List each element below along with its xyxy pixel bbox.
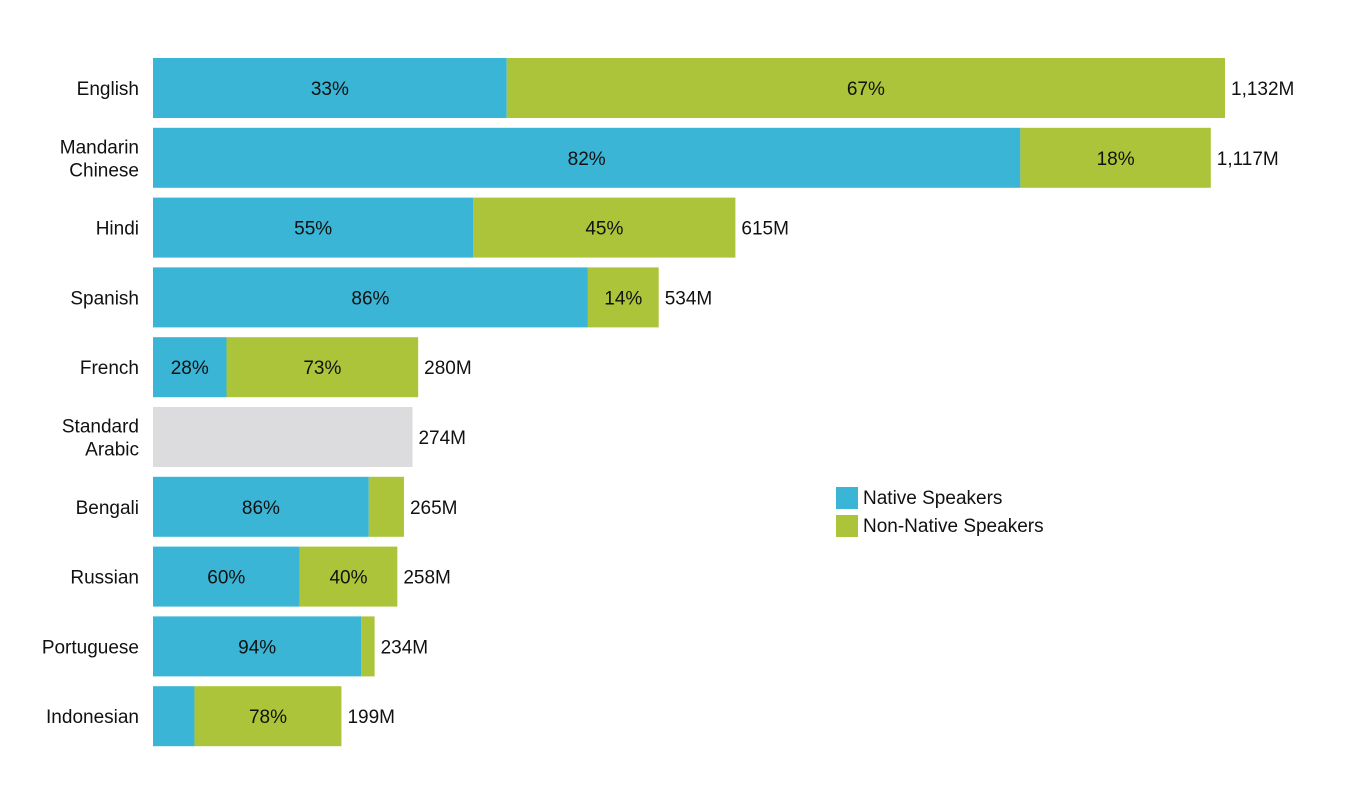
total-label-spanish: 534M xyxy=(665,288,713,309)
bar-segment-indonesian-non_native xyxy=(194,686,342,747)
bar-segment-spanish-native xyxy=(153,267,588,328)
bar-segment-mandarin-chinese-native xyxy=(153,127,1021,188)
bar-row-french: French 28% 73% 280M xyxy=(80,337,472,398)
category-label-indonesian: Indonesian xyxy=(46,707,139,728)
segment-label-french-native: 28% xyxy=(171,358,209,379)
category-label-bengali: Bengali xyxy=(76,498,139,519)
segment-label-russian-non_native: 40% xyxy=(329,568,367,589)
segment-label-hindi-non_native: 45% xyxy=(585,219,623,240)
bar-segment-portuguese-native xyxy=(153,616,362,677)
total-label-english: 1,132M xyxy=(1231,79,1294,100)
bar-segment-indonesian-native xyxy=(153,686,195,747)
legend-swatch-native xyxy=(836,487,858,509)
bar-row-portuguese: Portuguese 94% 234M xyxy=(42,616,429,677)
bar-segment-hindi-non_native xyxy=(473,197,736,258)
bar-row-indonesian: Indonesian 78% 199M xyxy=(46,686,395,747)
bar-row-mandarin-chinese: Mandarin Chinese 82% 18% 1,117M xyxy=(60,127,1279,188)
bar-row-hindi: Hindi 55% 45% 615M xyxy=(96,197,789,258)
segment-label-mandarin-chinese-native: 82% xyxy=(568,149,606,170)
category-label-hindi: Hindi xyxy=(96,219,139,240)
bar-segment-bengali-native xyxy=(153,476,369,537)
bar-segment-mandarin-chinese-non_native xyxy=(1020,127,1211,188)
bar-segment-portuguese-non_native xyxy=(361,616,375,677)
category-label-english: English xyxy=(77,79,139,100)
bar-segment-hindi-native xyxy=(153,197,474,258)
bar-segment-spanish-non_native xyxy=(587,267,659,328)
legend-item-non-native-speakers: Non-Native Speakers xyxy=(836,515,1044,537)
category-label-spanish: Spanish xyxy=(70,288,139,309)
bar-segment-french-native xyxy=(153,337,227,398)
bar-row-english: English 33% 67% 1,132M xyxy=(77,58,1294,118)
bar-row-bengali: Bengali 86% 265M xyxy=(76,476,458,537)
segment-label-portuguese-native: 94% xyxy=(238,637,276,658)
legend-label-native: Native Speakers xyxy=(863,488,1002,509)
segment-label-bengali-native: 86% xyxy=(242,498,280,519)
bar-segment-french-non_native xyxy=(226,337,419,398)
bar-segment-english-non_native xyxy=(506,58,1225,118)
bar-segment-english-native xyxy=(153,58,507,118)
total-label-standard-arabic: 274M xyxy=(418,428,466,449)
segment-label-indonesian-non_native: 78% xyxy=(249,707,287,728)
total-label-french: 280M xyxy=(424,358,472,379)
legend-label-non_native: Non-Native Speakers xyxy=(863,516,1044,537)
bar-segment-standard-arabic-unknown xyxy=(153,407,413,467)
bars-layer: English 33% 67% 1,132M Mandarin Chinese 82% 18%… xyxy=(42,58,1294,747)
bar-row-spanish: Spanish 86% 14% 534M xyxy=(70,267,713,328)
total-label-russian: 258M xyxy=(403,568,451,589)
bar-segment-bengali-non_native xyxy=(368,476,404,537)
total-label-indonesian: 199M xyxy=(347,707,395,728)
segment-label-english-native: 33% xyxy=(311,79,349,100)
total-label-mandarin-chinese: 1,117M xyxy=(1217,149,1279,170)
segment-label-spanish-native: 86% xyxy=(351,288,389,309)
category-label-russian: Russian xyxy=(70,568,139,589)
legend: Native Speakers Non-Native Speakers xyxy=(836,487,1044,537)
segment-label-french-non_native: 73% xyxy=(303,358,341,379)
bar-segment-russian-non_native xyxy=(299,546,398,607)
legend-item-native-speakers: Native Speakers xyxy=(836,487,1002,509)
bar-segment-russian-native xyxy=(153,546,300,607)
total-label-bengali: 265M xyxy=(410,498,458,519)
total-label-portuguese: 234M xyxy=(381,637,429,658)
category-label-portuguese: Portuguese xyxy=(42,637,139,658)
segment-label-hindi-native: 55% xyxy=(294,219,332,240)
total-label-hindi: 615M xyxy=(741,219,789,240)
segment-label-russian-native: 60% xyxy=(207,568,245,589)
segment-label-mandarin-chinese-non_native: 18% xyxy=(1097,149,1135,170)
segment-label-spanish-non_native: 14% xyxy=(604,288,642,309)
bar-row-standard-arabic: Standard Arabic 274M xyxy=(62,407,466,467)
category-label-standard-arabic: Standard Arabic xyxy=(62,417,139,461)
category-label-mandarin-chinese: Mandarin Chinese xyxy=(60,137,139,181)
segment-label-english-non_native: 67% xyxy=(847,79,885,100)
legend-swatch-non_native xyxy=(836,515,858,537)
category-label-french: French xyxy=(80,358,139,379)
bar-row-russian: Russian 60% 40% 258M xyxy=(70,546,451,607)
